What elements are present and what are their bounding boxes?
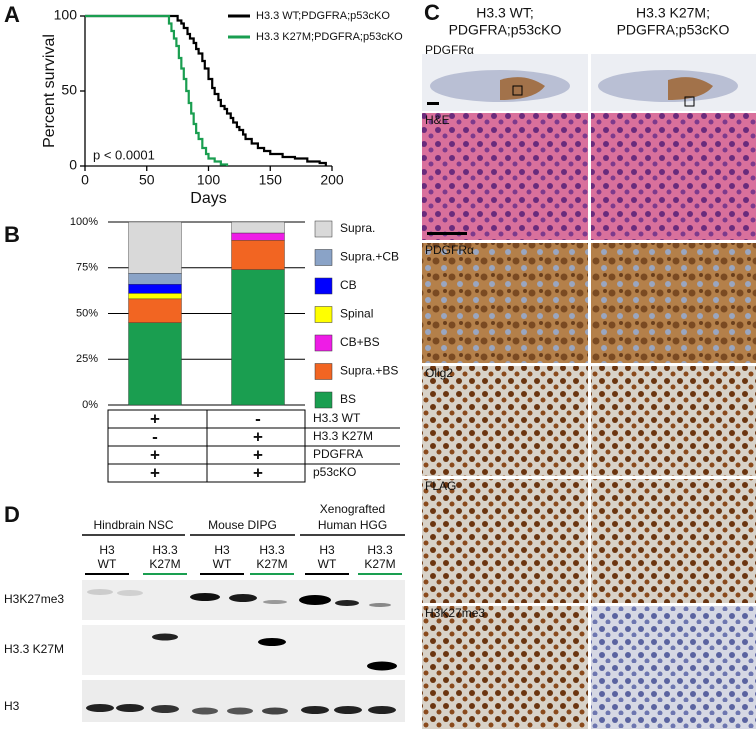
bar-segment <box>231 232 285 241</box>
legend-swatch <box>314 306 333 323</box>
x-tick-label: 150 <box>259 172 283 188</box>
legend-label: Supra.+BS <box>340 364 398 378</box>
genotype-sign: + <box>253 427 263 446</box>
legend-label: CB+BS <box>340 335 380 349</box>
lane-label: H3.3 <box>259 543 285 557</box>
histology-images <box>422 54 756 729</box>
bar-segment <box>128 298 182 323</box>
legend-label: Supra.+CB <box>340 250 399 264</box>
group-title: Hindbrain NSC <box>93 518 173 532</box>
stain-label: PDGFRα <box>425 43 474 57</box>
lane-label: H3.3 <box>367 543 393 557</box>
bar-segment <box>231 221 285 234</box>
lane-label: WT <box>318 557 337 571</box>
legend-swatch <box>314 277 333 295</box>
group-title: Human HGG <box>318 518 387 532</box>
stain-label: H&E <box>425 113 450 127</box>
survival-curve <box>85 14 229 166</box>
y-tick-label: 0 <box>69 157 77 173</box>
bar-segment <box>128 293 182 300</box>
x-tick-label: 0 <box>81 172 89 188</box>
bar-segment <box>231 269 285 406</box>
y-tick-label: 50 <box>61 82 77 98</box>
legend-label: H3.3 WT;PDGFRA;p53cKO <box>256 10 390 22</box>
genotype-sign: - <box>152 427 158 446</box>
column-header: H3.3 WT; <box>476 5 534 21</box>
y-tick-label: 50% <box>76 307 98 319</box>
stain-label: H3K27me3 <box>425 606 485 620</box>
panel-label: B <box>4 222 20 247</box>
y-tick-label: 100 <box>54 7 78 23</box>
column-header: PDGFRA;p53cKO <box>449 22 562 38</box>
y-tick-label: 100% <box>70 216 98 228</box>
group-title: Mouse DIPG <box>208 518 277 532</box>
genotype-sign: + <box>150 445 160 464</box>
genotype-sign: + <box>150 463 160 482</box>
bar-segment <box>128 273 182 285</box>
bar-segment <box>128 284 182 294</box>
lane-label: K27M <box>149 557 180 571</box>
lane-label: H3 <box>99 543 115 557</box>
lane-label: H3.3 <box>152 543 178 557</box>
column-header: H3.3 K27M; <box>636 5 710 21</box>
legend-swatch <box>314 249 333 266</box>
lane-label: H3 <box>214 543 230 557</box>
group-title: Xenografted <box>320 502 385 516</box>
x-tick-label: 100 <box>197 172 221 188</box>
legend-swatch <box>314 220 333 238</box>
blot-label: H3 <box>4 699 20 713</box>
legend-label: Spinal <box>340 307 373 321</box>
y-tick-label: 75% <box>76 262 98 274</box>
bar-segment <box>128 322 182 406</box>
bar-segment <box>128 221 182 274</box>
y-tick-label: 0% <box>82 399 98 411</box>
stain-label: FLAG <box>425 479 456 493</box>
lane-label: H3 <box>319 543 335 557</box>
x-tick-label: 200 <box>320 172 344 188</box>
lane-label: K27M <box>256 557 287 571</box>
stain-label: Olig2 <box>425 366 453 380</box>
blot-label: H3K27me3 <box>4 592 64 606</box>
x-axis-label: Days <box>190 190 226 207</box>
lane-label: WT <box>98 557 117 571</box>
column-header: PDGFRA;p53cKO <box>617 22 730 38</box>
genotype-label: p53cKO <box>313 465 356 479</box>
genotype-sign: + <box>150 409 160 428</box>
legend-swatch <box>314 334 333 352</box>
legend-label: BS <box>340 392 356 406</box>
legend-swatch <box>314 363 333 380</box>
panel-label: C <box>424 0 440 25</box>
genotype-sign: - <box>255 409 261 428</box>
y-tick-label: 25% <box>76 353 98 365</box>
survival-curve <box>85 14 327 166</box>
genotype-sign: + <box>253 463 263 482</box>
genotype-label: H3.3 WT <box>313 411 361 425</box>
legend-swatch <box>314 391 333 409</box>
panel-label: D <box>4 502 20 527</box>
lane-label: WT <box>213 557 232 571</box>
legend-label: H3.3 K27M;PDGFRA;p53cKO <box>256 31 403 43</box>
stain-label: PDGFRα <box>425 243 474 257</box>
panel-label: A <box>4 2 20 27</box>
y-axis-label: Percent survival <box>41 34 58 148</box>
blot-label: H3.3 K27M <box>4 642 64 656</box>
lane-label: K27M <box>364 557 395 571</box>
western-blot <box>82 580 405 722</box>
x-tick-label: 50 <box>139 172 155 188</box>
legend-label: Supra. <box>340 221 375 235</box>
legend-label: CB <box>340 278 357 292</box>
genotype-sign: + <box>253 445 263 464</box>
genotype-label: PDGFRA <box>313 447 363 461</box>
annotation: p < 0.0001 <box>93 147 155 162</box>
genotype-label: H3.3 K27M <box>313 429 373 443</box>
bar-segment <box>231 240 285 270</box>
